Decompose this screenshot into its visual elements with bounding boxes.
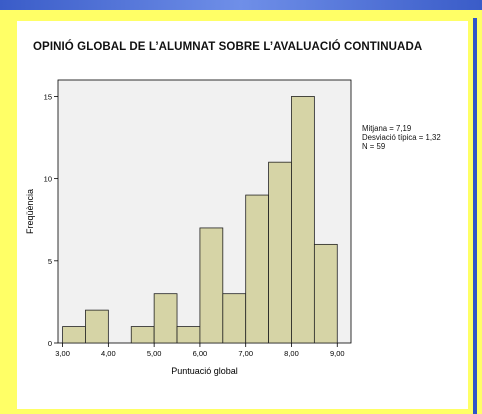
stat-sd: Desviació típica = 1,32: [362, 133, 441, 142]
x-tick-label: 4,00: [101, 349, 116, 358]
chart-title: OPINIÓ GLOBAL DE L’ALUMNAT SOBRE L’AVALU…: [33, 41, 423, 53]
x-tick-label: 8,00: [284, 349, 299, 358]
right-decorative-border: [473, 18, 477, 414]
x-axis-label: Puntuació global: [171, 366, 238, 376]
histogram-bar: [222, 293, 247, 344]
histogram-bar: [199, 227, 224, 344]
stats-box: Mitjana = 7,19 Desviació típica = 1,32 N…: [362, 124, 441, 151]
y-tick-label: 15: [44, 92, 52, 101]
stat-mean: Mitjana = 7,19: [362, 124, 412, 133]
y-tick-label: 10: [44, 175, 52, 184]
x-tick-label: 3,00: [55, 349, 70, 358]
x-tick-label: 6,00: [193, 349, 208, 358]
histogram-bar: [291, 96, 315, 344]
y-axis-label: Freqüència: [25, 189, 35, 234]
y-tick-label: 0: [48, 339, 52, 348]
stat-n: N = 59: [362, 142, 386, 151]
bars-group: [62, 96, 338, 344]
histogram-bar: [268, 161, 292, 344]
histogram-bar: [313, 243, 338, 344]
histogram-bar: [62, 326, 86, 344]
y-tick-label: 5: [48, 257, 52, 266]
x-tick-label: 9,00: [330, 349, 345, 358]
histogram-bar: [130, 326, 155, 344]
histogram-bar: [153, 293, 178, 344]
axes-group: 3,00 4,00 5,00 6,00 7,00 8,00 9,00 0 5 10 15: [44, 92, 345, 358]
histogram-bar: [245, 194, 269, 344]
histogram-bar: [85, 309, 109, 344]
x-tick-label: 7,00: [238, 349, 253, 358]
histogram-bar: [176, 326, 201, 344]
x-tick-label: 5,00: [147, 349, 162, 358]
top-decorative-band: [0, 0, 482, 10]
